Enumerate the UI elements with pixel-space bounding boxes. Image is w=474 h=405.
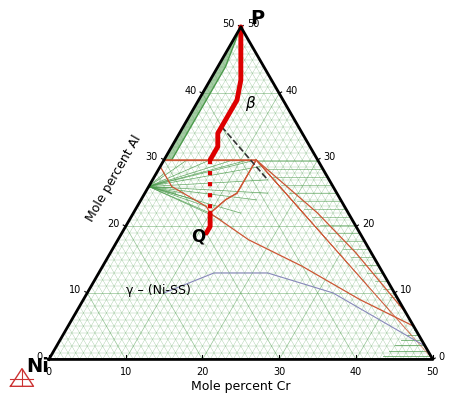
Text: 40: 40 [184, 86, 196, 96]
Text: γ – (Ni-SS): γ – (Ni-SS) [126, 283, 191, 296]
Text: 30: 30 [273, 366, 285, 376]
Text: 10: 10 [401, 285, 413, 295]
Polygon shape [164, 28, 241, 160]
Text: 50: 50 [222, 19, 235, 30]
Text: 0: 0 [37, 351, 43, 361]
Text: Mole percent Al: Mole percent Al [84, 133, 144, 224]
Text: 40: 40 [350, 366, 362, 376]
Text: 20: 20 [196, 366, 209, 376]
Text: 10: 10 [69, 285, 81, 295]
Text: 10: 10 [119, 366, 132, 376]
Text: Ni: Ni [26, 356, 49, 375]
Text: 50: 50 [427, 366, 439, 376]
Text: 50: 50 [247, 19, 259, 30]
Text: 40: 40 [285, 86, 298, 96]
Text: 0: 0 [46, 366, 52, 376]
Text: Mole percent Cr: Mole percent Cr [191, 379, 291, 392]
Text: P: P [250, 9, 264, 28]
Text: β: β [245, 96, 255, 111]
Text: 20: 20 [362, 218, 374, 228]
Text: 30: 30 [324, 152, 336, 162]
Text: Q: Q [191, 227, 205, 245]
Text: 20: 20 [107, 218, 119, 228]
Text: 0: 0 [439, 351, 445, 361]
Text: 30: 30 [146, 152, 158, 162]
